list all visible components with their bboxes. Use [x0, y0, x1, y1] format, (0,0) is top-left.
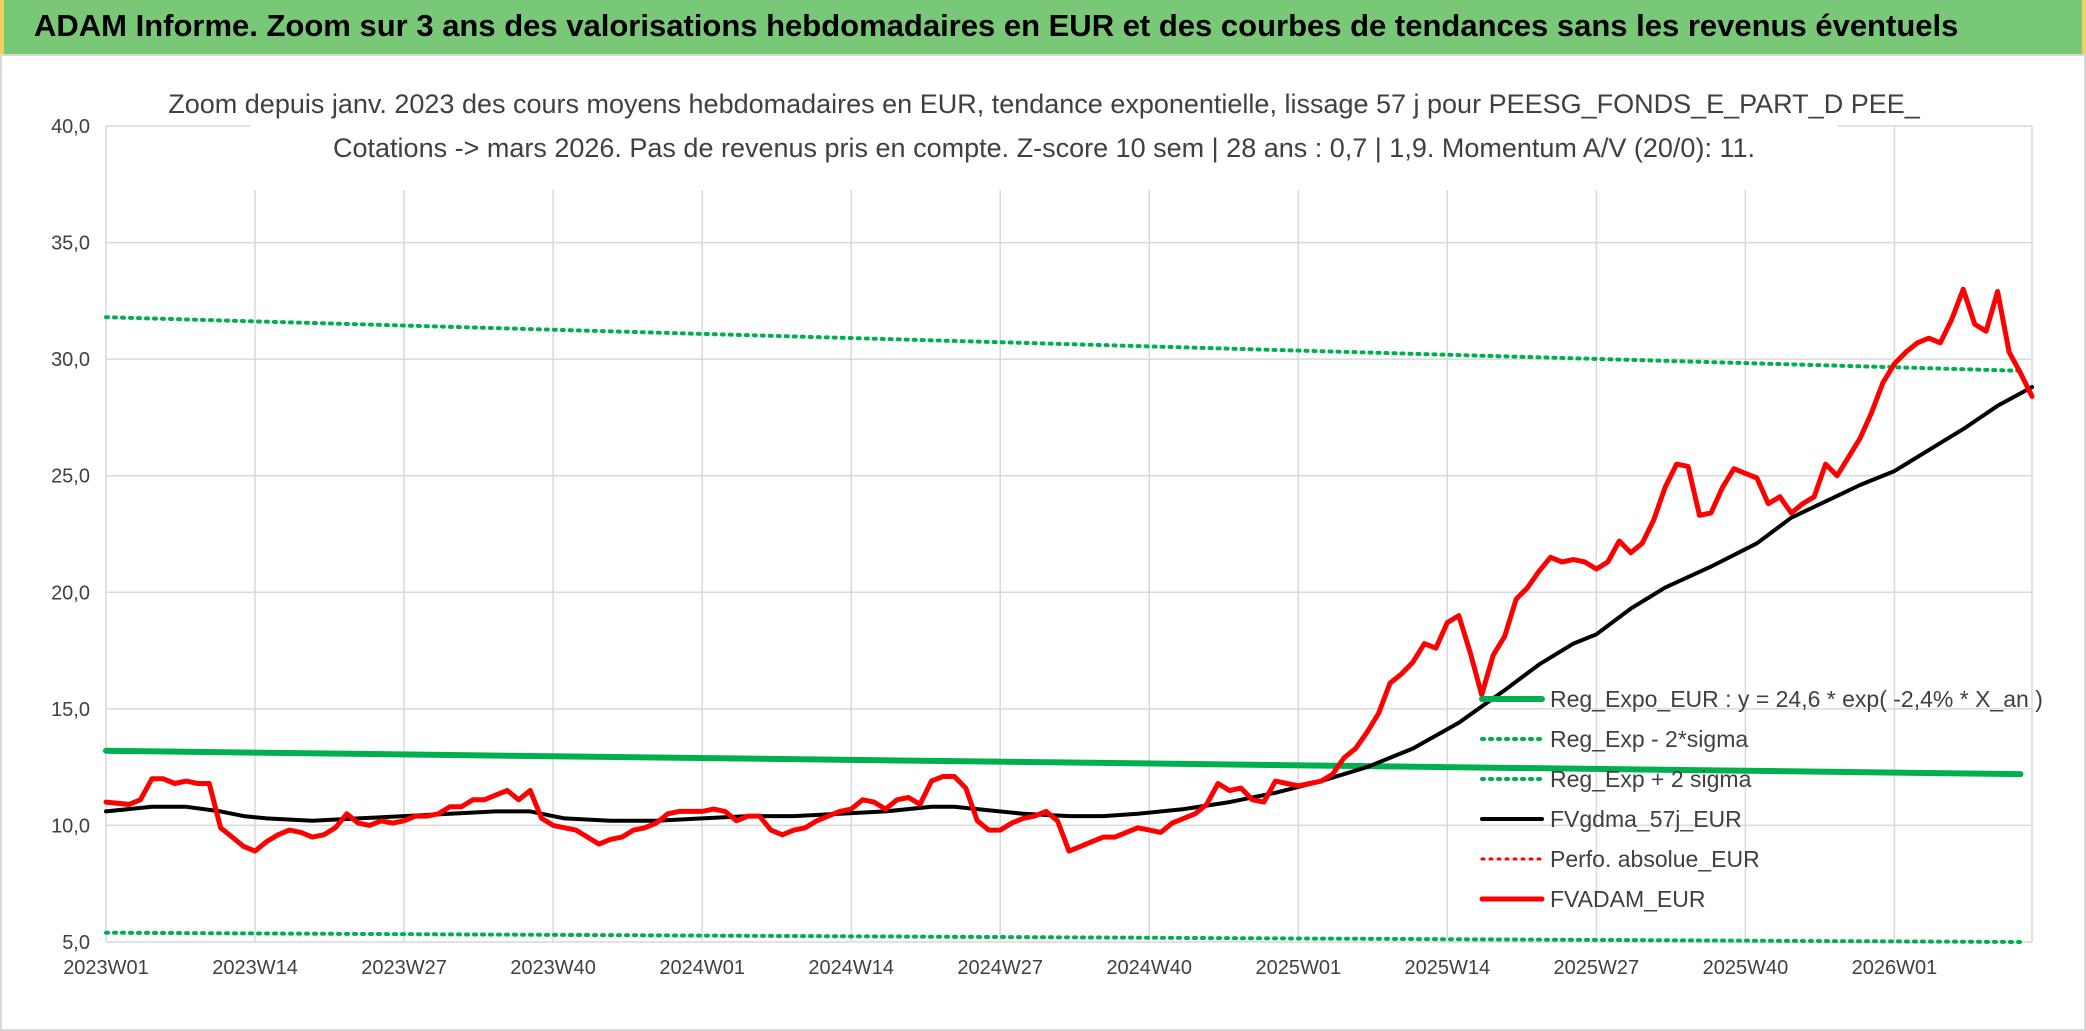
- x-tick-label: 2026W01: [1852, 957, 1938, 979]
- x-tick-label: 2024W40: [1106, 957, 1192, 979]
- chart-title-line-1: Zoom depuis janv. 2023 des cours moyens …: [168, 89, 1920, 119]
- x-tick-label: 2023W01: [63, 957, 149, 979]
- series-line-2: [104, 315, 2023, 373]
- y-tick-label: 20,0: [51, 582, 90, 604]
- x-tick-label: 2023W27: [361, 957, 447, 979]
- y-axis-tick-labels: 5,0 10,0 15,0 20,0 25,0 30,0 35,0 40,0: [51, 116, 90, 954]
- y-tick-label: 15,0: [51, 699, 90, 721]
- chart-legend: Reg_Expo_EUR : y = 24,6 * exp( -2,4% * X…: [1479, 686, 2043, 912]
- y-tick-label: 30,0: [51, 349, 90, 371]
- x-tick-label: 2024W27: [957, 957, 1043, 979]
- y-tick-label: 35,0: [51, 233, 90, 255]
- y-tick-label: 10,0: [51, 815, 90, 837]
- x-tick-label: 2025W01: [1255, 957, 1341, 979]
- chart-grid: [105, 125, 2033, 943]
- report-title: ADAM Informe. Zoom sur 3 ans des valoris…: [34, 8, 1959, 43]
- chart-frame: 5,0 10,0 15,0 20,0 25,0 30,0 35,0 40,0 2023W01 2…: [0, 54, 2086, 1031]
- x-tick-label: 2023W40: [510, 957, 596, 979]
- legend-label-2: Reg_Exp + 2 sigma: [1550, 766, 1752, 792]
- x-tick-label: 2025W27: [1554, 957, 1640, 979]
- x-tick-label: 2024W14: [808, 957, 894, 979]
- series-layer: [103, 286, 2035, 944]
- y-tick-label: 25,0: [51, 466, 90, 488]
- legend-label-3: FVgdma_57j_EUR: [1550, 806, 1742, 832]
- x-tick-label: 2023W14: [212, 957, 298, 979]
- legend-label-4: Perfo. absolue_EUR: [1550, 846, 1760, 872]
- x-axis-tick-labels: 2023W01 2023W14 2023W27 2023W40 2024W01 2024W…: [63, 957, 1937, 979]
- legend-label-1: Reg_Exp - 2*sigma: [1550, 726, 1748, 752]
- series-line-1: [104, 930, 2023, 944]
- legend-label-0: Reg_Expo_EUR : y = 24,6 * exp( -2,4% * X…: [1550, 686, 2043, 712]
- y-tick-label: 40,0: [51, 116, 90, 138]
- line-chart: 5,010,015,020,025,030,035,040,0 2023W01 2…: [51, 80, 2043, 979]
- x-tick-label: 2025W14: [1405, 957, 1491, 979]
- x-tick-label: 2024W01: [659, 957, 745, 979]
- title-background: [250, 80, 1838, 190]
- legend-label-5: FVADAM_EUR: [1550, 886, 1706, 912]
- report-header: ADAM Informe. Zoom sur 3 ans des valoris…: [0, 0, 2086, 54]
- chart-title-line-2: Cotations -> mars 2026. Pas de revenus p…: [333, 133, 1755, 163]
- series-line-5: [103, 286, 2035, 854]
- series-line-0: [103, 747, 2024, 778]
- x-tick-label: 2025W40: [1703, 957, 1789, 979]
- y-tick-label: 5,0: [62, 932, 90, 954]
